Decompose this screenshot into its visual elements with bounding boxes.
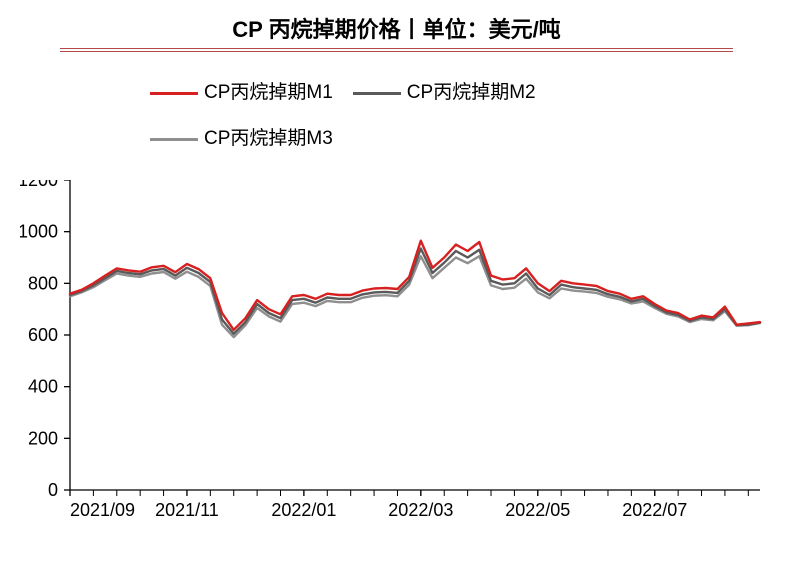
legend-swatch [353, 92, 401, 95]
x-tick-label: 2022/01 [271, 500, 336, 520]
y-tick-label: 800 [28, 273, 58, 293]
title-block: CP 丙烷掉期价格丨单位：美元/吨 [0, 0, 793, 58]
x-tick-label: 2021/09 [70, 500, 135, 520]
y-tick-label: 0 [48, 480, 58, 500]
plot-area: 0200400600800100012002021/092021/112022/… [70, 180, 760, 490]
y-tick-label: 200 [28, 428, 58, 448]
y-tick-label: 600 [28, 325, 58, 345]
x-tick-label: 2022/05 [505, 500, 570, 520]
y-tick-label: 400 [28, 377, 58, 397]
series-line [70, 256, 760, 337]
legend-label: CP丙烷掉期M3 [204, 122, 333, 156]
legend-item: CP丙烷掉期M1 [150, 76, 333, 110]
x-tick-label: 2022/07 [622, 500, 687, 520]
legend-label: CP丙烷掉期M1 [204, 76, 333, 110]
legend-swatch [150, 92, 198, 95]
legend-swatch [150, 138, 198, 141]
y-tick-label: 1000 [20, 222, 58, 242]
y-tick-label: 1200 [20, 180, 58, 190]
x-tick-label: 2021/11 [155, 500, 219, 520]
title-underline [60, 48, 733, 52]
legend-item: CP丙烷掉期M3 [150, 122, 333, 156]
x-tick-label: 2022/03 [388, 500, 453, 520]
chart-container: CP 丙烷掉期价格丨单位：美元/吨 CP丙烷掉期M1CP丙烷掉期M2CP丙烷掉期… [0, 0, 793, 568]
chart-title: CP 丙烷掉期价格丨单位：美元/吨 [0, 12, 793, 44]
legend: CP丙烷掉期M1 CP丙烷掉期M2 CP丙烷掉期M3 [150, 76, 793, 156]
legend-row: CP丙烷掉期M1 CP丙烷掉期M2 CP丙烷掉期M3 [150, 76, 793, 156]
chart-svg: 0 200 400 600 800 1000 1200 2021/09 2021/11 2022/… [20, 180, 793, 540]
legend-item: CP丙烷掉期M2 [353, 76, 536, 110]
legend-label: CP丙烷掉期M2 [407, 76, 536, 110]
series-line [70, 241, 760, 330]
